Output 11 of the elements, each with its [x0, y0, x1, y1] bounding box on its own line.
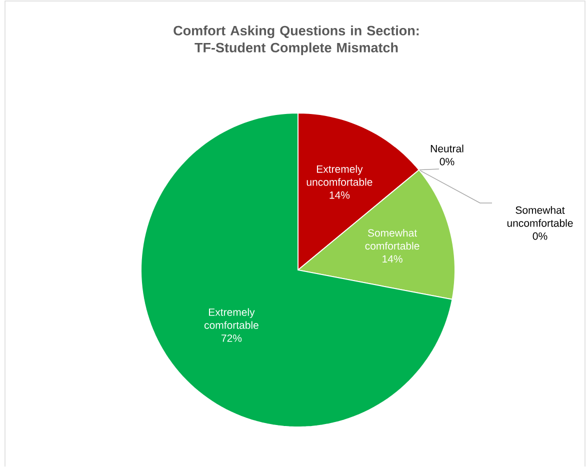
slice-label: Extremely uncomfortable: [306, 165, 372, 186]
chart-title: Comfort Asking Questions in Section: TF-Student Complete Mismatch: [174, 26, 419, 56]
data-label: 14%: [330, 191, 350, 199]
slice-label: Somewhat comfortable: [365, 228, 420, 250]
data-label: 72%: [221, 334, 242, 342]
category-label: Neutral: [430, 144, 464, 152]
text: 0%: [440, 158, 454, 166]
slice-label: Extremely comfortable: [204, 308, 258, 329]
data-label: 14%: [382, 255, 402, 263]
text: 0%: [532, 232, 548, 240]
category-label: Somewhat uncomfortable: [507, 206, 573, 227]
